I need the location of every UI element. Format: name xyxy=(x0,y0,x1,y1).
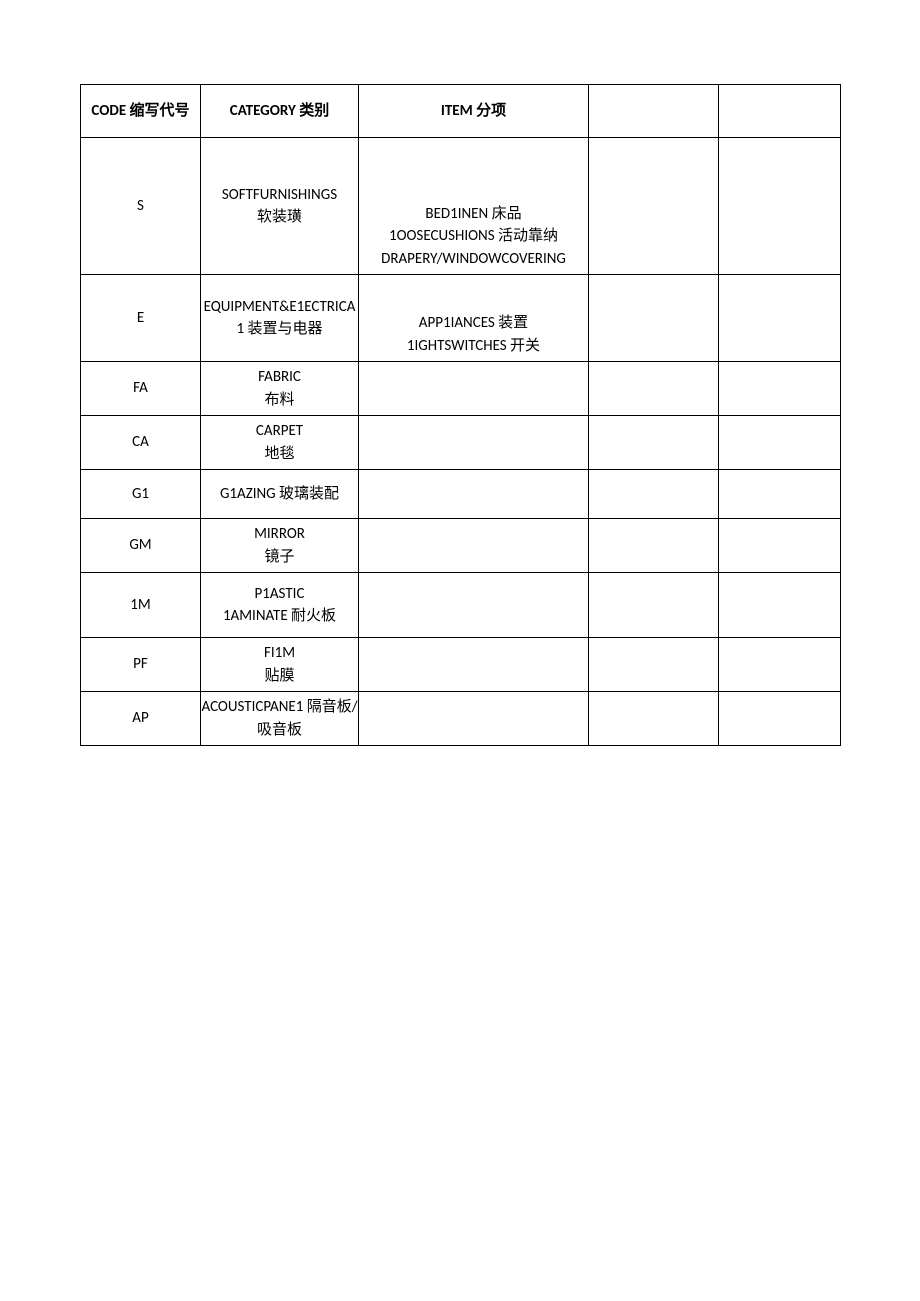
cell-empty xyxy=(589,692,719,746)
cell-category: P1ASTIC1AMINATE 耐火板 xyxy=(201,573,359,638)
cell-category: MIRROR镜子 xyxy=(201,519,359,573)
category-line: CARPET xyxy=(201,420,358,443)
category-line: P1ASTIC xyxy=(201,583,358,606)
cell-code: CA xyxy=(81,416,201,470)
category-line: 1AMINATE 耐火板 xyxy=(201,605,358,628)
cell-item xyxy=(359,519,589,573)
cell-code: GM xyxy=(81,519,201,573)
category-text: EQUIPMENT&E1ECTRICA1 装置与电器 xyxy=(201,296,358,341)
cell-category: FABRIC布料 xyxy=(201,362,359,416)
category-text: CARPET地毯 xyxy=(201,420,358,465)
codes-table: CODE 缩写代号 CATEGORY 类别 ITEM 分项 SSOFTFURNI… xyxy=(80,84,841,746)
cell-empty xyxy=(589,573,719,638)
category-line: EQUIPMENT&E1ECTRICA1 装置与电器 xyxy=(201,296,358,341)
cell-item xyxy=(359,416,589,470)
category-line: 贴膜 xyxy=(201,665,358,688)
item-line: DRAPERY/WINDOWCOVERING xyxy=(361,248,586,271)
category-line: MIRROR xyxy=(201,523,358,546)
cell-code: FA xyxy=(81,362,201,416)
item-text: BED1INEN 床品1OOSECUSHIONS 活动靠纳DRAPERY/WIN… xyxy=(361,142,586,270)
table-body: SSOFTFURNISHINGS软装璜BED1INEN 床品1OOSECUSHI… xyxy=(81,138,841,746)
table-row: EEQUIPMENT&E1ECTRICA1 装置与电器APP1IANCES 装置… xyxy=(81,275,841,362)
item-line: 1OOSECUSHIONS 活动靠纳 xyxy=(361,225,586,248)
category-line: 软装璜 xyxy=(201,206,358,229)
cell-code: S xyxy=(81,138,201,275)
cell-item xyxy=(359,470,589,519)
header-col4 xyxy=(589,85,719,138)
cell-category: SOFTFURNISHINGS软装璜 xyxy=(201,138,359,275)
cell-empty xyxy=(719,519,841,573)
category-line: 地毯 xyxy=(201,443,358,466)
cell-item xyxy=(359,573,589,638)
cell-empty xyxy=(589,416,719,470)
cell-empty xyxy=(719,573,841,638)
header-item: ITEM 分项 xyxy=(359,85,589,138)
cell-empty xyxy=(719,416,841,470)
category-line: ACOUSTICPANE1 隔音板/吸音板 xyxy=(201,696,358,741)
category-line: 布料 xyxy=(201,389,358,412)
cell-category: G1AZING 玻璃装配 xyxy=(201,470,359,519)
cell-empty xyxy=(589,362,719,416)
cell-empty xyxy=(589,638,719,692)
table-row: PFFI1M贴膜 xyxy=(81,638,841,692)
header-col5 xyxy=(719,85,841,138)
cell-code: G1 xyxy=(81,470,201,519)
category-text: ACOUSTICPANE1 隔音板/吸音板 xyxy=(201,696,358,741)
cell-empty xyxy=(719,692,841,746)
table-header-row: CODE 缩写代号 CATEGORY 类别 ITEM 分项 xyxy=(81,85,841,138)
cell-code: PF xyxy=(81,638,201,692)
category-line: FI1M xyxy=(201,642,358,665)
header-code: CODE 缩写代号 xyxy=(81,85,201,138)
cell-category: ACOUSTICPANE1 隔音板/吸音板 xyxy=(201,692,359,746)
category-line: SOFTFURNISHINGS xyxy=(201,184,358,207)
cell-item: BED1INEN 床品1OOSECUSHIONS 活动靠纳DRAPERY/WIN… xyxy=(359,138,589,275)
cell-item xyxy=(359,692,589,746)
cell-category: EQUIPMENT&E1ECTRICA1 装置与电器 xyxy=(201,275,359,362)
item-line: BED1INEN 床品 xyxy=(361,203,586,226)
item-line: APP1IANCES 装置 xyxy=(361,312,586,335)
cell-code: 1M xyxy=(81,573,201,638)
cell-code: E xyxy=(81,275,201,362)
table-row: 1MP1ASTIC1AMINATE 耐火板 xyxy=(81,573,841,638)
cell-empty xyxy=(589,470,719,519)
category-line: 镜子 xyxy=(201,546,358,569)
cell-code: AP xyxy=(81,692,201,746)
category-text: G1AZING 玻璃装配 xyxy=(201,483,358,506)
item-line: 1IGHTSWITCHES 开关 xyxy=(361,335,586,358)
table-row: APACOUSTICPANE1 隔音板/吸音板 xyxy=(81,692,841,746)
table-row: FAFABRIC布料 xyxy=(81,362,841,416)
cell-empty xyxy=(719,275,841,362)
cell-category: CARPET地毯 xyxy=(201,416,359,470)
cell-empty xyxy=(719,470,841,519)
cell-empty xyxy=(719,638,841,692)
cell-empty xyxy=(589,519,719,573)
category-text: P1ASTIC1AMINATE 耐火板 xyxy=(201,583,358,628)
cell-item: APP1IANCES 装置1IGHTSWITCHES 开关 xyxy=(359,275,589,362)
header-category: CATEGORY 类别 xyxy=(201,85,359,138)
cell-item xyxy=(359,638,589,692)
cell-empty xyxy=(719,138,841,275)
category-text: FABRIC布料 xyxy=(201,366,358,411)
table-row: CACARPET地毯 xyxy=(81,416,841,470)
category-text: MIRROR镜子 xyxy=(201,523,358,568)
table-row: GMMIRROR镜子 xyxy=(81,519,841,573)
category-text: SOFTFURNISHINGS软装璜 xyxy=(201,184,358,229)
cell-empty xyxy=(589,138,719,275)
cell-category: FI1M贴膜 xyxy=(201,638,359,692)
document-page: CODE 缩写代号 CATEGORY 类别 ITEM 分项 SSOFTFURNI… xyxy=(0,0,920,746)
category-text: FI1M贴膜 xyxy=(201,642,358,687)
item-text: APP1IANCES 装置1IGHTSWITCHES 开关 xyxy=(361,279,586,357)
category-line: FABRIC xyxy=(201,366,358,389)
cell-item xyxy=(359,362,589,416)
table-row: G1G1AZING 玻璃装配 xyxy=(81,470,841,519)
table-row: SSOFTFURNISHINGS软装璜BED1INEN 床品1OOSECUSHI… xyxy=(81,138,841,275)
cell-empty xyxy=(719,362,841,416)
category-line: G1AZING 玻璃装配 xyxy=(201,483,358,506)
cell-empty xyxy=(589,275,719,362)
